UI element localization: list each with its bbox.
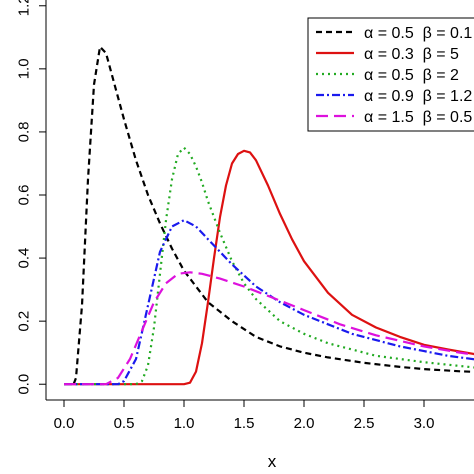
- y-tick-label: 0.4: [16, 248, 33, 269]
- legend-label: α = 1.5 β = 0.5: [364, 109, 472, 126]
- x-tick-label: 1.5: [234, 415, 255, 432]
- legend-label: α = 0.5 β = 2: [364, 67, 459, 84]
- legend: α = 0.5 β = 0.1 α = 0.3 β = 5 α = 0.5 β = …: [307, 17, 474, 132]
- x-tick-label: 2.0: [294, 415, 315, 432]
- x-tick-label: 3.0: [414, 415, 435, 432]
- legend-label: α = 0.9 β = 1.2: [364, 88, 472, 105]
- series-line: [64, 219, 474, 386]
- y-tick-label: 0.8: [16, 121, 33, 142]
- x-tick-label: 2.5: [354, 415, 375, 432]
- y-tick-label: 1.2: [16, 0, 33, 16]
- plot-lines: [64, 45, 474, 386]
- y-tick-label: 1.0: [16, 58, 33, 79]
- y-tick-label: 0.6: [16, 185, 33, 206]
- legend-label: α = 0.5 β = 0.1: [364, 25, 472, 42]
- legend-label: α = 0.3 β = 5: [364, 46, 459, 63]
- series-line: [64, 149, 474, 386]
- y-tick-label: 0.0: [16, 374, 33, 395]
- x-tick-label: 0.5: [114, 415, 135, 432]
- series-line: [64, 271, 474, 386]
- x-tick-label: 0.0: [54, 415, 75, 432]
- series-line: [64, 146, 474, 386]
- x-tick-label: 1.0: [174, 415, 195, 432]
- y-tick-label: 0.2: [16, 311, 33, 332]
- x-axis-title: x: [268, 452, 277, 471]
- axes: 0.0 0.5 1.0 1.5 2.0 2.5 3.0 0.0 0.2 0.4 0.6 0.8 1.0 1…: [16, 0, 474, 432]
- series-line: [64, 45, 474, 386]
